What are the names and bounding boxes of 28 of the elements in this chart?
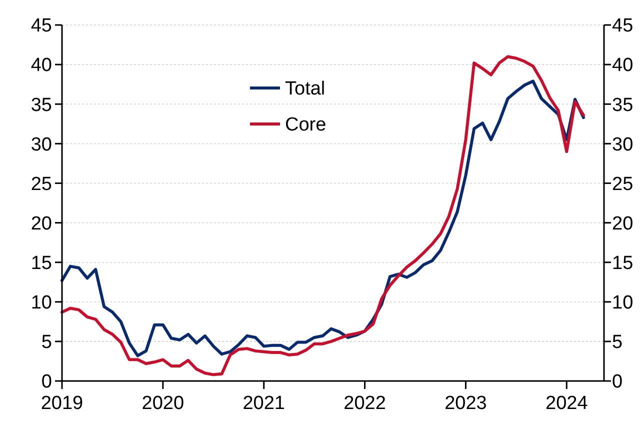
y-tick-label: 45 <box>30 16 52 37</box>
y2-tick-label: 0 <box>612 372 623 393</box>
y2-tick-label: 35 <box>612 94 634 116</box>
y2-tick-label: 20 <box>612 213 634 234</box>
y2-tick-label: 40 <box>612 55 634 76</box>
y2-tick-label: 5 <box>612 332 623 354</box>
legend-label: Core <box>285 114 326 136</box>
x-tick-label: 2020 <box>142 393 184 414</box>
y-tick-label: 25 <box>30 174 52 195</box>
y-tick-label: 0 <box>41 372 52 393</box>
x-tick-label: 2022 <box>344 393 386 414</box>
y2-tick-label: 10 <box>612 292 634 314</box>
y2-tick-label: 15 <box>612 252 634 274</box>
x-tick-label: 2023 <box>444 393 487 414</box>
y-tick-label: 10 <box>30 292 52 314</box>
y-tick-label: 5 <box>41 332 52 354</box>
y-tick-label: 20 <box>30 213 52 234</box>
x-tick-label: 2019 <box>40 393 84 414</box>
x-tick-label: 2024 <box>546 393 588 414</box>
y-tick-label: 30 <box>30 134 52 156</box>
x-tick-label: 2021 <box>242 393 286 414</box>
y-tick-label: 35 <box>30 94 52 116</box>
y-tick-label: 40 <box>30 55 52 76</box>
y2-tick-label: 45 <box>612 16 634 37</box>
y-tick-label: 15 <box>30 252 52 274</box>
legend-label: Total <box>285 78 326 100</box>
y2-tick-label: 25 <box>612 174 634 195</box>
y2-tick-label: 30 <box>612 134 634 156</box>
